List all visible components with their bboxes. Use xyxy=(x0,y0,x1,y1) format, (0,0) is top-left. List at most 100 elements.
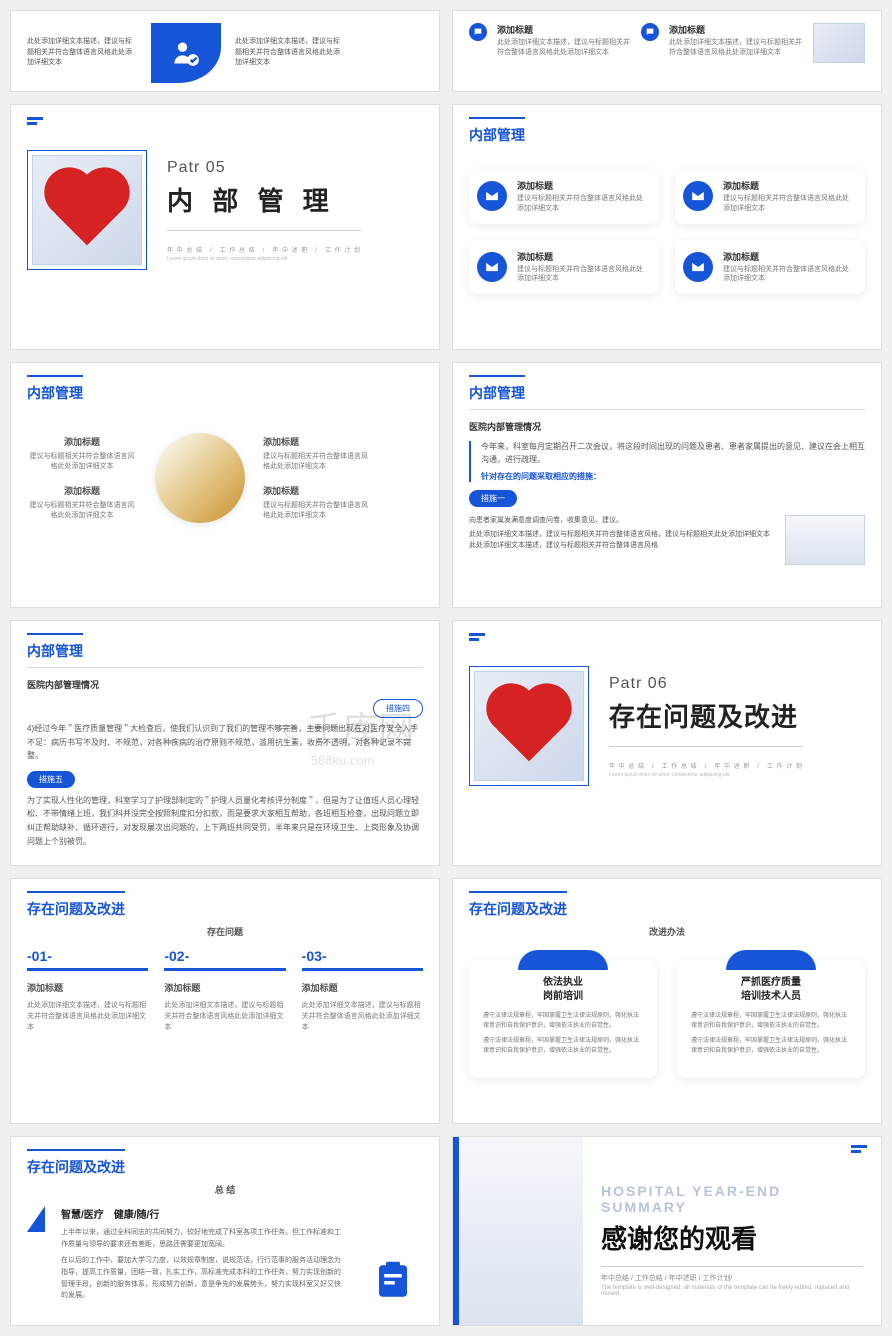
mail-icon xyxy=(683,252,713,282)
item-title: 添加标题 xyxy=(27,435,137,448)
item-desc: 建议与标题相关并符合整体语言风格此处添加详细文本 xyxy=(263,501,373,521)
slide-mgmt-circle: 内部管理 添加标题 建议与标题相关并符合整体语言风格此处添加详细文本 添加标题 … xyxy=(10,362,440,608)
section-title: 存在问题及改进 xyxy=(469,891,567,919)
sol-desc: 遵守法律法规章程，牢固掌握卫生法律法规原则，强化执法律意识和自我保护意识，增强依… xyxy=(483,1037,643,1056)
slide-part05: Patr 05 内 部 管 理 年 中 总 结 / 工 作 总 结 / 年 中 … xyxy=(10,104,440,350)
mail-icon xyxy=(477,252,507,282)
section-title: 内部管理 xyxy=(469,117,525,145)
image-frame xyxy=(469,666,589,786)
item-title: 添加标题 xyxy=(263,484,373,497)
sub-heading: 总 结 xyxy=(27,1183,423,1196)
slide-problems: 存在问题及改进 存在问题 -01- 添加标题 此处添加详细文本描述，建议与标题相… xyxy=(10,878,440,1124)
breadcrumb: 年 中 总 结 / 工 作 总 结 / 年 中 述 职 / 工 作 计 划 xyxy=(167,245,361,254)
text-block: 此处添加详细文本描述，建议与标题相关并符合整体语言风格此处添加详细文本 xyxy=(235,37,345,69)
slide-closing: HOSPITAL YEAR-END SUMMARY 感谢您的观看 年中总结 / … xyxy=(452,1136,882,1326)
part-title: 存在问题及改进 xyxy=(609,697,803,734)
closing-title: 感谢您的观看 xyxy=(601,1219,863,1256)
item-title: 添加标题 xyxy=(27,981,148,994)
part-label: Patr 05 xyxy=(167,159,361,177)
card-arc xyxy=(726,950,816,970)
item-title: 添加标题 xyxy=(497,23,631,36)
sol-desc: 遵守法律法规章程，牢固掌握卫生法律法规原则，强化执法律意识和自我保护意识，增强依… xyxy=(483,1012,643,1031)
badge: 措施一 xyxy=(469,490,517,507)
item-desc: 建议与标题相关并符合整体语言风格此处添加详细文本 xyxy=(263,452,373,472)
sol-title: 严抓医疗质量 培训技术人员 xyxy=(691,976,851,1004)
item-desc: 建议与标题相关并符合整体语言风格此处添加详细文本 xyxy=(27,501,137,521)
doctor-image xyxy=(785,515,865,565)
decor-icon xyxy=(27,117,43,120)
para-bold: 针对存在的问题采取相应的措施： xyxy=(481,471,865,482)
section-title: 存在问题及改进 xyxy=(27,891,125,919)
problem-col: -01- 添加标题 此处添加详细文本描述，建议与标题相关并符合整体语言风格此处添… xyxy=(27,948,148,1034)
para: 今年来，科室每月定期召开二次会议，将这段时间出现的问题及患者、患者家属提出的意见… xyxy=(481,441,865,467)
section-title: 存在问题及改进 xyxy=(27,1149,125,1177)
slide-summary: 存在问题及改进 总 结 智慧/医疗 健康/随/行 上半年以来，通过全科同志的共同… xyxy=(10,1136,440,1326)
thumb-image xyxy=(813,23,865,63)
section-title: 内部管理 xyxy=(469,375,525,403)
card-arc xyxy=(518,950,608,970)
closing-en: HOSPITAL YEAR-END SUMMARY xyxy=(601,1183,863,1215)
mail-icon xyxy=(683,181,713,211)
num-badge: -02- xyxy=(164,948,285,964)
problem-col: -02- 添加标题 此处添加详细文本描述，建议与标题相关并符合整体语言风格此处添… xyxy=(164,948,285,1034)
para: 向患者家属发满意度调查问卷，收集意见、建议。 xyxy=(469,515,773,526)
card-desc: 建议与标题相关并符合整体语言风格此处添加详细文本 xyxy=(723,265,853,285)
num-badge: -03- xyxy=(302,948,423,964)
person-shape xyxy=(151,23,221,83)
item-desc: 此处添加详细文本描述，建议与标题相关并符合整体语言风格此处添加详细文本 xyxy=(302,1000,423,1034)
triangle-decor xyxy=(27,1206,45,1232)
para: 为了实现人性化的管理，科室学习了护理部制定的＂护理人员量化考核评分制度＂，但是为… xyxy=(27,794,423,848)
para: 上半年以来，通过全科同志的共同努力，较好地完成了科室各项工作任务。但工作标准和工… xyxy=(61,1227,347,1251)
mail-icon xyxy=(477,181,507,211)
card-title: 添加标题 xyxy=(723,250,853,263)
card-title: 添加标题 xyxy=(723,179,853,192)
badge: 措施四 xyxy=(373,699,423,718)
item-title: 添加标题 xyxy=(164,981,285,994)
card-desc: 建议与标题相关并符合整体语言风格此处添加详细文本 xyxy=(723,194,853,214)
card-title: 添加标题 xyxy=(517,179,647,192)
clipboard-icon xyxy=(372,1260,414,1302)
image-frame xyxy=(27,150,147,270)
breadcrumb: 年 中 总 结 / 工 作 总 结 / 年 中 述 职 / 工 作 计 划 xyxy=(609,761,803,770)
breadcrumb-sub: Lorem ipsum dolor sit amet, consectetur … xyxy=(609,772,803,778)
solution-card: 严抓医疗质量 培训技术人员 遵守法律法规章程，牢固掌握卫生法律法规原则，强化执法… xyxy=(677,960,865,1078)
part-title: 内 部 管 理 xyxy=(167,181,361,218)
closing-desc: The template is well-designed, all mater… xyxy=(601,1285,863,1297)
person-check-icon xyxy=(172,39,200,67)
item-title: 添加标题 xyxy=(263,435,373,448)
slide-mgmt-sit: 内部管理 医院内部管理情况 今年来，科室每月定期召开二次会议，将这段时间出现的问… xyxy=(452,362,882,608)
para: 此处添加详细文本描述，建议与标题相关并符合整体语言风格，建议与标题相关此处添加详… xyxy=(469,529,773,551)
doctor-image xyxy=(453,1137,583,1325)
item-desc: 此处添加详细文本描述，建议与标题相关并符合整体语言风格此处添加详细文本 xyxy=(164,1000,285,1034)
para: 在以后的工作中，要加大学习力度，以效规章制度，说规范话，行行范事的服务活动理念为… xyxy=(61,1255,347,1303)
slide-grid: 此处添加详细文本描述，建议与标题相关并符合整体语言风格此处添加详细文本 此处添加… xyxy=(0,0,892,1336)
heart-image xyxy=(32,155,142,265)
problem-col: -03- 添加标题 此处添加详细文本描述，建议与标题相关并符合整体语言风格此处添… xyxy=(302,948,423,1034)
circle-image xyxy=(155,433,245,523)
text-block: 此处添加详细文本描述，建议与标题相关并符合整体语言风格此处添加详细文本 xyxy=(27,37,137,69)
part-label: Patr 06 xyxy=(609,675,803,693)
decor-icon xyxy=(851,1145,867,1148)
closing-sub: 年中总结 / 工作总结 / 年中述职 / 工作计划/ xyxy=(601,1273,863,1283)
tagline: 智慧/医疗 健康/随/行 xyxy=(61,1206,347,1221)
sol-desc: 遵守法律法规章程，牢固掌握卫生法律法规原则，强化执法律意识和自我保护意识，增强依… xyxy=(691,1012,851,1031)
sub-heading: 存在问题 xyxy=(27,925,423,938)
section-title: 内部管理 xyxy=(27,375,83,403)
info-card: 添加标题 建议与标题相关并符合整体语言风格此处添加详细文本 xyxy=(469,240,659,295)
section-title: 内部管理 xyxy=(27,633,83,661)
card-desc: 建议与标题相关并符合整体语言风格此处添加详细文本 xyxy=(517,194,647,214)
sol-desc: 遵守法律法规章程，牢固掌握卫生法律法规原则，强化执法律意识和自我保护意识，增强依… xyxy=(691,1037,851,1056)
slide-r1-right: 添加标题 此处添加详细文本描述，建议与标题相关并符合整体语言风格此处添加详细文本… xyxy=(452,10,882,92)
bubble-icon xyxy=(641,23,659,41)
info-card: 添加标题 建议与标题相关并符合整体语言风格此处添加详细文本 xyxy=(675,240,865,295)
info-card: 添加标题 建议与标题相关并符合整体语言风格此处添加详细文本 xyxy=(675,169,865,224)
slide-part06: Patr 06 存在问题及改进 年 中 总 结 / 工 作 总 结 / 年 中 … xyxy=(452,620,882,866)
para: 4)经过今年＂医疗质量管理＂大检查后，使我们认识到了我们的管理不够完善，主要问题… xyxy=(27,722,423,763)
item-desc: 此处添加详细文本描述，建议与标题相关并符合整体语言风格此处添加详细文本 xyxy=(27,1000,148,1034)
decor-icon xyxy=(469,633,485,636)
item-title: 添加标题 xyxy=(27,484,137,497)
slide-cards4: 内部管理 添加标题 建议与标题相关并符合整体语言风格此处添加详细文本 添加标题 … xyxy=(452,104,882,350)
card-desc: 建议与标题相关并符合整体语言风格此处添加详细文本 xyxy=(517,265,647,285)
item-desc: 此处添加详细文本描述，建议与标题相关并符合整体语言风格此处添加详细文本 xyxy=(669,38,803,58)
info-card: 添加标题 建议与标题相关并符合整体语言风格此处添加详细文本 xyxy=(469,169,659,224)
